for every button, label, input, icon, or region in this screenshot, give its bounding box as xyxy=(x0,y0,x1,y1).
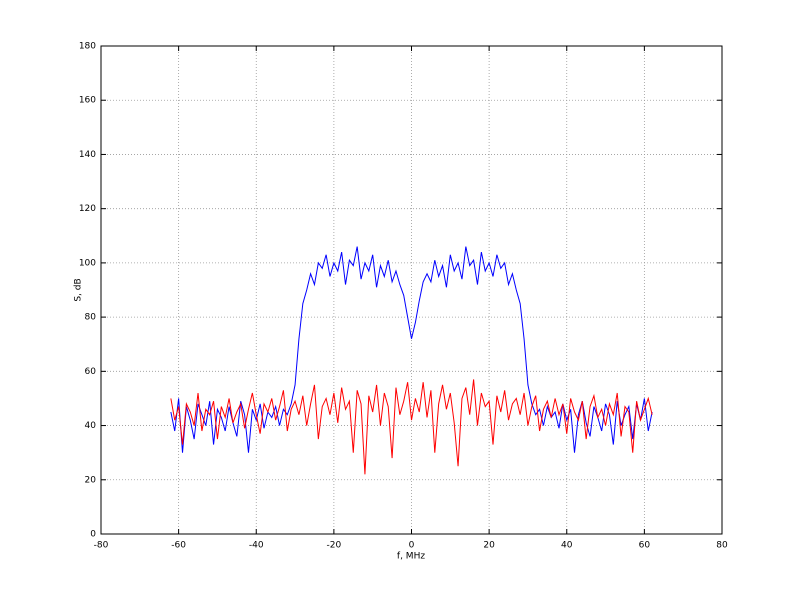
x-tick-label: -20 xyxy=(327,541,342,551)
data-line xyxy=(170,379,653,475)
x-tick-label: -40 xyxy=(249,541,264,551)
x-tick-label: -60 xyxy=(171,541,186,551)
y-tick-label: 20 xyxy=(85,475,97,485)
x-tick-label: -80 xyxy=(94,541,109,551)
plot-frame xyxy=(100,45,723,535)
data-line xyxy=(170,246,653,453)
y-tick-label: 160 xyxy=(79,96,96,106)
y-tick-label: 100 xyxy=(79,258,96,268)
y-tick-label: 80 xyxy=(85,313,97,323)
x-tick-label: 40 xyxy=(561,541,573,551)
x-axis-label: f, MHz xyxy=(397,552,425,562)
x-tick-label: 80 xyxy=(716,541,728,551)
y-tick-label: 180 xyxy=(79,42,96,52)
y-tick-label: 60 xyxy=(85,367,97,377)
x-tick-label: 20 xyxy=(483,541,495,551)
y-tick-label: 120 xyxy=(79,204,96,214)
x-tick-label: 0 xyxy=(409,541,415,551)
y-tick-label: 40 xyxy=(85,421,97,431)
y-tick-label: 0 xyxy=(90,530,96,540)
x-tick-label: 60 xyxy=(639,541,651,551)
y-axis-label: S, dB xyxy=(74,278,84,301)
y-tick-label: 140 xyxy=(79,150,96,160)
